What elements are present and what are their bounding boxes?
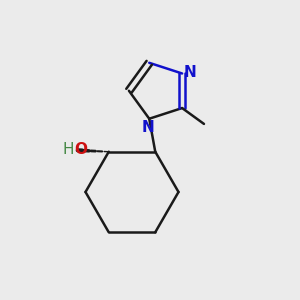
Text: N: N bbox=[141, 120, 154, 135]
Text: O: O bbox=[74, 142, 87, 157]
Text: N: N bbox=[184, 65, 196, 80]
Text: H: H bbox=[63, 142, 74, 157]
